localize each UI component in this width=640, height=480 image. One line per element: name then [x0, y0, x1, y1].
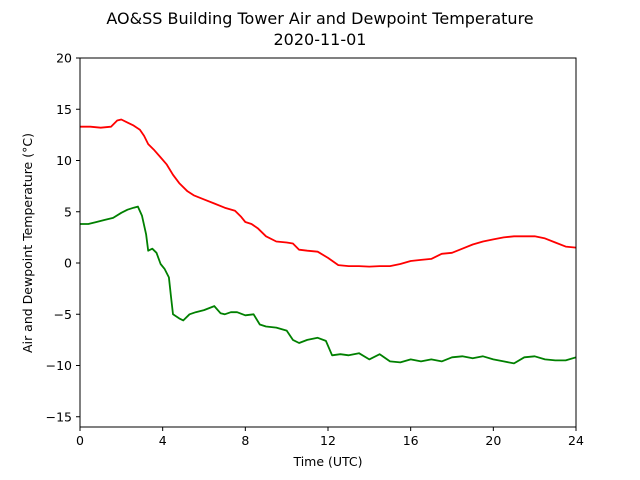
x-tick-label: 0 [76, 433, 84, 448]
x-axis-label: Time (UTC) [292, 454, 362, 469]
chart-title: AO&SS Building Tower Air and Dewpoint Te… [106, 9, 533, 28]
axis-ticks: 0 4 8 12 16 20 24 −15 −10 −5 0 5 10 15 20 [46, 51, 584, 449]
plot-lines [80, 118, 577, 365]
y-axis-label: Air and Dewpoint Temperature (°C) [20, 133, 35, 353]
chart-subtitle: 2020-11-01 [274, 30, 367, 49]
y-tick-label: 10 [56, 153, 72, 168]
y-tick-label: −15 [46, 409, 72, 424]
y-tick-label: 5 [64, 204, 72, 219]
x-tick-label: 20 [485, 433, 501, 448]
y-tick-label: 0 [64, 256, 72, 271]
x-tick-label: 12 [320, 433, 336, 448]
y-tick-label: −10 [46, 358, 72, 373]
plot-frame [79, 57, 577, 428]
series-line-2 [80, 205, 577, 365]
x-tick-label: 8 [241, 433, 249, 448]
y-tick-label: 20 [56, 51, 72, 66]
x-tick-label: 24 [568, 433, 584, 448]
y-tick-label: 15 [56, 102, 72, 117]
x-tick-label: 16 [403, 433, 419, 448]
series-line-1 [80, 118, 577, 268]
x-tick-label: 4 [159, 433, 167, 448]
y-tick-label: −5 [54, 307, 72, 322]
